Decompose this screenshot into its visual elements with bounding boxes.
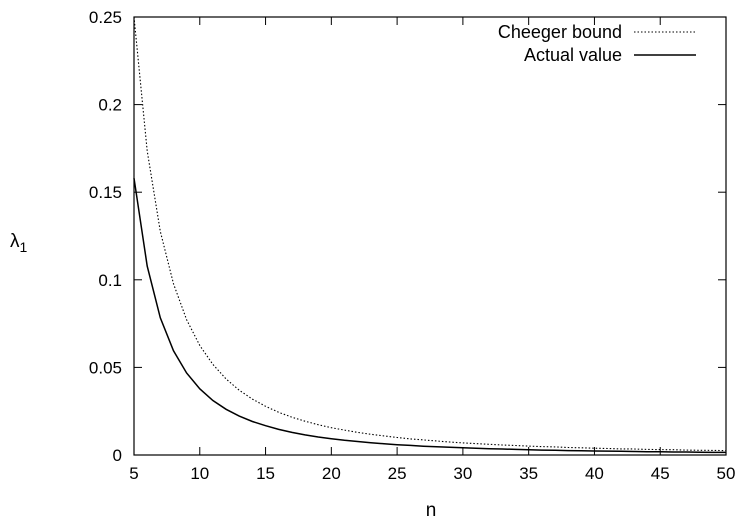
y-tick-label: 0.05 [89, 358, 122, 377]
x-tick-label: 45 [651, 464, 670, 483]
x-tick-label: 20 [322, 464, 341, 483]
y-tick-label: 0.1 [98, 271, 122, 290]
legend-label-cheeger-bound: Cheeger bound [498, 22, 622, 42]
x-axis-label: n [426, 500, 437, 521]
y-tick-label: 0.2 [98, 96, 122, 115]
x-tick-label: 30 [453, 464, 472, 483]
x-tick-label: 25 [388, 464, 407, 483]
x-tick-label: 40 [585, 464, 604, 483]
x-tick-label: 15 [256, 464, 275, 483]
plot-frame [133, 16, 727, 456]
x-tick-label: 10 [190, 464, 209, 483]
legend-label-actual-value: Actual value [524, 45, 622, 65]
x-tick-label: 35 [519, 464, 538, 483]
legend: Cheeger bound Actual value [498, 22, 696, 65]
series-lines [133, 16, 727, 454]
y-axis-label: λ1 [10, 231, 28, 255]
series-line-cheeger-bound [133, 16, 727, 452]
x-axis: 5 10 15 20 25 30 35 40 45 50 [129, 17, 735, 483]
x-tick-label: 5 [129, 464, 138, 483]
y-axis-label-symbol: λ [10, 231, 20, 252]
x-tick-label: 50 [717, 464, 736, 483]
y-tick-label: 0 [113, 446, 122, 465]
series-line-actual-value [133, 178, 726, 454]
y-tick-label: 0.25 [89, 8, 122, 27]
plot-area [133, 16, 727, 456]
y-axis-label-subscript: 1 [20, 239, 28, 255]
y-axis: 0 0.05 0.1 0.15 0.2 0.25 [89, 8, 726, 465]
y-tick-label: 0.15 [89, 183, 122, 202]
